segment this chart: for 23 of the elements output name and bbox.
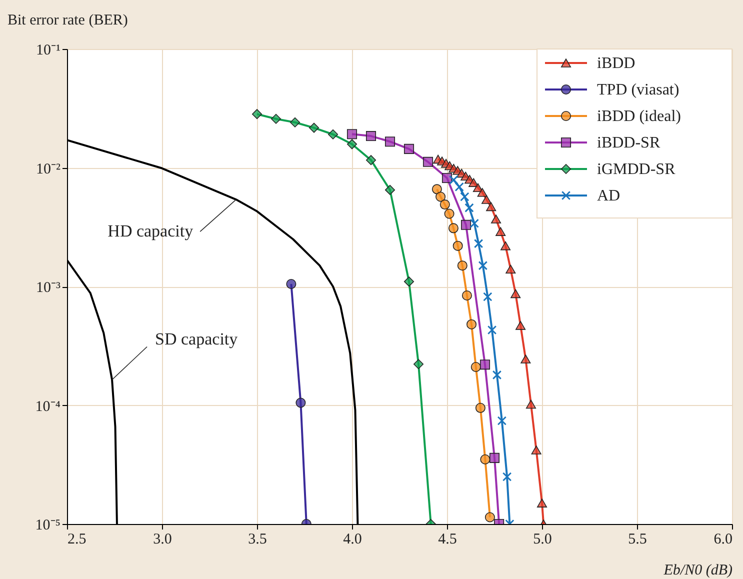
x-tick-label: 4.5 bbox=[438, 532, 457, 548]
legend-label: iBDD (ideal) bbox=[597, 108, 681, 125]
legend-label: TPD (viasat) bbox=[597, 82, 680, 98]
y-tick-label: 10⁻⁵ bbox=[35, 518, 60, 534]
annotation: SD capacity bbox=[155, 330, 238, 349]
y-tick-label: 10⁻⁴ bbox=[35, 398, 60, 415]
x-tick-label: 3.0 bbox=[153, 532, 172, 548]
x-tick-label: 2.5 bbox=[68, 532, 86, 548]
x-tick-label: 5.0 bbox=[533, 532, 552, 548]
legend-label: AD bbox=[597, 188, 620, 204]
legend-label: iBDD bbox=[597, 55, 636, 72]
x-tick-label: 5.5 bbox=[628, 532, 647, 548]
x-axis-title: Eb/N0 (dB) bbox=[662, 562, 732, 578]
legend-label: iBDD-SR bbox=[597, 134, 660, 152]
y-axis-title: Bit error rate (BER) bbox=[8, 12, 128, 28]
annotation: HD capacity bbox=[108, 222, 194, 241]
x-tick-label: 6.0 bbox=[714, 532, 732, 548]
y-tick-label: 10⁻² bbox=[36, 161, 61, 178]
legend-label: iGMDD-SR bbox=[597, 161, 676, 178]
y-tick-label: 10⁻¹ bbox=[36, 42, 60, 58]
x-tick-label: 4.0 bbox=[343, 532, 362, 548]
x-tick-label: 3.5 bbox=[248, 532, 267, 548]
y-tick-label: 10⁻³ bbox=[36, 280, 61, 296]
